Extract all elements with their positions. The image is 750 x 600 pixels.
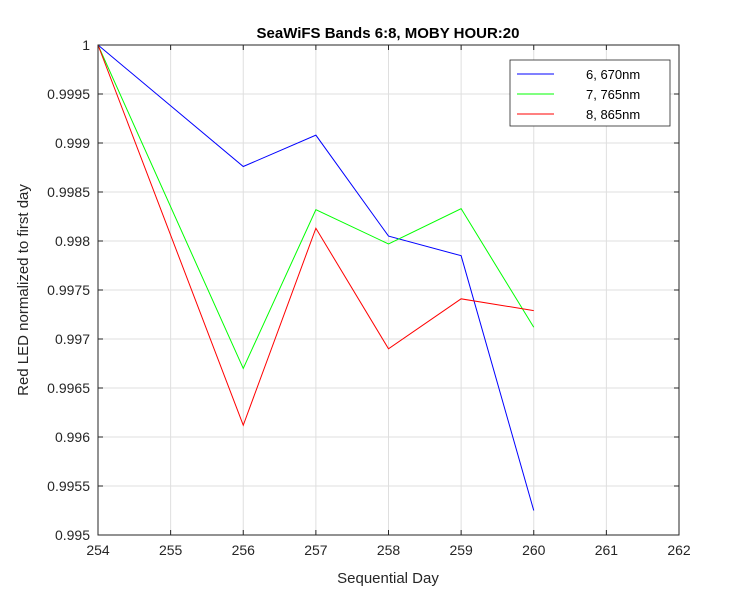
x-tick-label: 261 bbox=[595, 542, 619, 558]
x-tick-label: 256 bbox=[232, 542, 256, 558]
x-tick-label: 258 bbox=[377, 542, 401, 558]
y-tick-label: 0.995 bbox=[55, 527, 90, 543]
x-tick-label: 259 bbox=[449, 542, 473, 558]
legend-label-2: 7, 765nm bbox=[586, 87, 640, 102]
series-line-2 bbox=[97, 44, 535, 370]
y-tick-label: 0.9975 bbox=[47, 282, 90, 298]
y-tick-label: 0.999 bbox=[55, 135, 90, 151]
x-tick-label: 260 bbox=[522, 542, 546, 558]
x-tick-labels: 254 255 256 257 258 259 260 261 262 bbox=[86, 542, 691, 558]
x-tick-label: 255 bbox=[159, 542, 183, 558]
y-tick-label: 0.9965 bbox=[47, 380, 90, 396]
chart-title: SeaWiFS Bands 6:8, MOBY HOUR:20 bbox=[257, 25, 520, 42]
y-tick-label: 0.996 bbox=[55, 429, 90, 445]
y-tick-labels: 0.995 0.9955 0.996 0.9965 0.997 0.9975 0.998 0.… bbox=[47, 37, 90, 543]
legend-label-3: 8, 865nm bbox=[586, 107, 640, 122]
y-tick-label: 0.9955 bbox=[47, 478, 90, 494]
x-tick-label: 254 bbox=[86, 542, 110, 558]
x-tick-label: 257 bbox=[304, 542, 328, 558]
y-tick-label: 0.9995 bbox=[47, 86, 90, 102]
grid bbox=[97, 44, 680, 536]
legend-label-1: 6, 670nm bbox=[586, 67, 640, 82]
ticks bbox=[97, 44, 680, 536]
series-line-1 bbox=[97, 44, 535, 511]
series-layer bbox=[97, 44, 535, 511]
y-tick-label: 0.998 bbox=[55, 233, 90, 249]
x-tick-label: 262 bbox=[667, 542, 691, 558]
legend-box bbox=[509, 59, 671, 127]
y-tick-label: 0.997 bbox=[55, 331, 90, 347]
y-axis-title: Red LED normalized to first day bbox=[15, 184, 32, 396]
x-axis-title: Sequential Day bbox=[337, 570, 439, 587]
legend: 6, 670nm 7, 765nm 8, 865nm bbox=[509, 59, 671, 127]
y-tick-label: 1 bbox=[82, 37, 90, 53]
series-line-3 bbox=[97, 44, 534, 427]
y-tick-label: 0.9985 bbox=[47, 184, 90, 200]
